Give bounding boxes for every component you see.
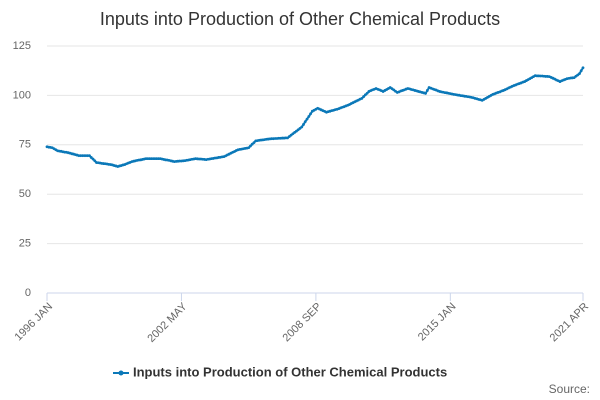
y-tick-label: 25 <box>19 238 31 250</box>
x-tick-label: 2008 SEP <box>281 301 325 345</box>
point <box>88 154 91 158</box>
point <box>425 89 429 92</box>
point <box>424 92 427 95</box>
chart-title: Inputs into Production of Other Chemical… <box>100 9 500 29</box>
point <box>93 159 97 163</box>
point <box>309 112 312 116</box>
source: Source: <box>549 382 590 396</box>
y-tick-label: 50 <box>19 188 31 200</box>
point <box>305 117 309 121</box>
point <box>247 146 251 150</box>
point <box>300 125 304 129</box>
point <box>581 66 585 70</box>
point <box>579 69 583 73</box>
legend-label: Inputs into Production of Other Chemical… <box>133 364 447 379</box>
x-tick-label: 2002 MAY <box>145 300 190 345</box>
point <box>249 144 252 148</box>
point <box>303 120 307 124</box>
point <box>302 123 305 126</box>
x-tick-label: 2021 APR <box>548 301 592 345</box>
y-tick-label: 100 <box>13 89 31 101</box>
point <box>252 141 256 145</box>
point <box>362 95 366 98</box>
point <box>91 157 95 161</box>
x-tick-label: 2015 JAN <box>416 301 459 344</box>
line <box>46 67 584 168</box>
legend-marker <box>118 370 124 376</box>
point <box>365 91 369 95</box>
y-tick-label: 0 <box>25 287 31 299</box>
point <box>307 115 311 118</box>
point <box>360 96 364 100</box>
y-tick-label: 125 <box>13 40 31 52</box>
point <box>578 72 581 76</box>
x-tick-label: 1996 JAN <box>13 301 56 344</box>
y-tick-label: 75 <box>19 139 31 151</box>
